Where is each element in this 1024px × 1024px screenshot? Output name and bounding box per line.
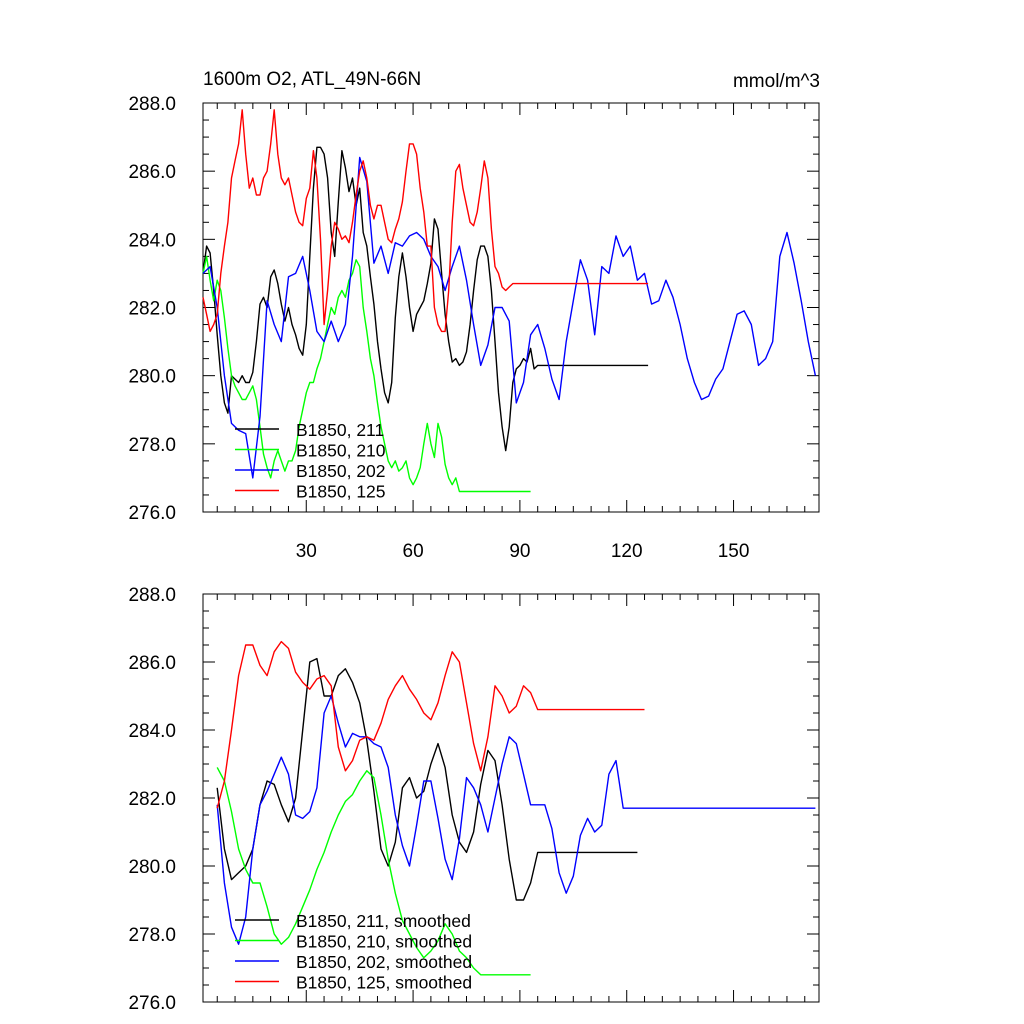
legend-label: B1850, 211, smoothed [296,911,471,931]
chart-title: 1600m O2, ATL_49N-66N [203,69,421,90]
legend-label: B1850, 210 [296,441,386,461]
y-tick-label: 280.0 [128,857,176,878]
bottom-panel: 276.0 278.0 280.0 282.0 284.0 286.0 288.0 B1850… [128,585,820,1014]
y-tick-label: 278.0 [128,925,176,946]
series-line [202,146,649,452]
y-tick-label: 284.0 [128,230,176,251]
legend-label: B1850, 202, smoothed [296,952,472,972]
y-tick-label: 276.0 [128,503,176,524]
y-tick-label: 288.0 [128,585,176,606]
x-tick-label: 30 [296,541,317,562]
x-tick-label: 60 [403,541,424,562]
legend-label: B1850, 125, smoothed [296,973,472,993]
series-line [216,695,816,945]
legend-label: B1850, 210, smoothed [296,932,472,952]
y-tick-label: 288.0 [128,94,176,115]
top-panel: 276.0 278.0 280.0 282.0 284.0 286.0 288.0 30 60 9… [128,94,820,562]
y-tick-label: 276.0 [128,993,176,1014]
chart-units: mmol/m^3 [733,71,820,92]
y-tick-label: 280.0 [128,367,176,388]
y-tick-label: 286.0 [128,653,176,674]
y-tick-label: 284.0 [128,721,176,742]
series-line [216,640,645,809]
y-tick-label: 282.0 [128,789,176,810]
legend-label: B1850, 211 [296,420,384,440]
series-line [202,156,817,479]
legend-label: B1850, 125 [296,482,386,502]
series-line [202,109,649,333]
x-tick-label: 90 [509,541,530,562]
x-tick-label: 150 [718,541,750,562]
y-tick-label: 282.0 [128,299,176,320]
series-line [216,767,531,976]
series-line [202,255,531,493]
y-tick-label: 278.0 [128,435,176,456]
series-line [216,657,638,901]
x-tick-label: 120 [611,541,643,562]
legend-label: B1850, 202 [296,461,386,481]
y-tick-label: 286.0 [128,162,176,183]
